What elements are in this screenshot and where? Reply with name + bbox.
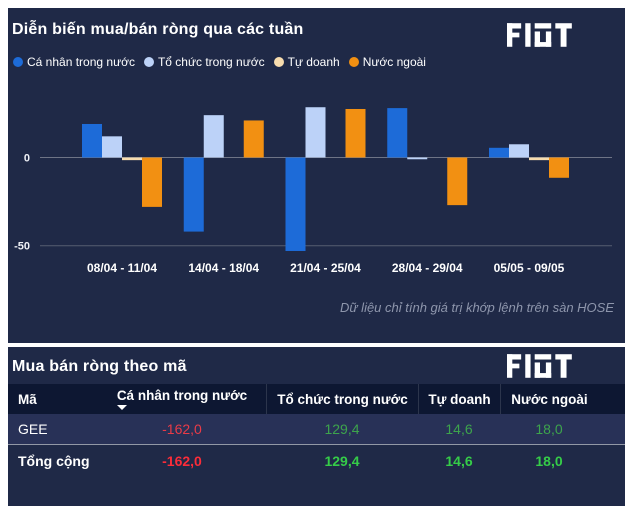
- fidt-logo: [507, 353, 573, 379]
- row-filler: [598, 414, 625, 444]
- chart-bar: [489, 147, 509, 158]
- sort-desc-icon: [116, 405, 127, 410]
- value-cell: 18,0: [535, 421, 563, 437]
- value-cell: 129,4: [324, 453, 360, 469]
- legend-item-3[interactable]: Nước ngoài: [348, 55, 426, 69]
- legend-label: Tự doanh: [287, 55, 340, 69]
- table-panel: Mua bán ròng theo mã Mã Cá nhân trong nướ…: [8, 347, 625, 506]
- legend-label: Tổ chức trong nước: [157, 55, 265, 69]
- fidt-logo-icon: [507, 23, 572, 47]
- chart-panel: Diễn biến mua/bán ròng qua các tuần Cá n…: [8, 8, 625, 343]
- total-label: Tổng cộng: [18, 453, 90, 469]
- chart-bar: [387, 108, 408, 158]
- chart-bar: [82, 123, 102, 158]
- value-cell: 18,0: [535, 453, 563, 469]
- chart-title: Diễn biến mua/bán ròng qua các tuần: [12, 21, 304, 38]
- y-axis-tick-label: 0: [24, 153, 30, 165]
- fidt-logo-icon: [507, 354, 572, 378]
- column-header-label: Cá nhân trong nước: [116, 388, 248, 403]
- chart-bar: [345, 108, 366, 158]
- column-header-1[interactable]: Cá nhân trong nước: [98, 384, 266, 414]
- table-body: GEE -162,0 129,4 14,6 18,0 Tổng cộng -162,0 129…: [8, 414, 625, 477]
- chart-bar: [142, 157, 162, 207]
- legend-item-2[interactable]: Tự doanh: [273, 55, 340, 69]
- x-axis-label: 28/04 - 29/04: [391, 261, 463, 275]
- table-row[interactable]: GEE -162,0 129,4 14,6 18,0: [8, 414, 625, 444]
- y-axis-tick-label: -50: [14, 241, 30, 253]
- total-row: Tổng cộng -162,0 129,4 14,6 18,0: [8, 444, 625, 477]
- chart-bar: [549, 157, 569, 178]
- value-cell: -162,0: [162, 453, 202, 469]
- x-axis-label: 08/04 - 11/04: [86, 261, 158, 275]
- row-filler: [598, 445, 625, 477]
- value-cell: 14,6: [445, 421, 473, 437]
- chart-bar: [529, 157, 549, 161]
- legend-dot-icon: [348, 57, 359, 67]
- column-header-0[interactable]: Mã: [18, 391, 37, 407]
- legend-item-1[interactable]: Tổ chức trong nước: [143, 55, 265, 69]
- chart-bar: [407, 157, 428, 160]
- ticker-cell: GEE: [18, 421, 48, 437]
- chart-bar: [509, 144, 529, 158]
- chart-bar: [102, 136, 122, 158]
- legend-dot-icon: [143, 57, 154, 67]
- chart-bar: [447, 157, 468, 206]
- value-cell: -162,0: [162, 421, 202, 437]
- x-axis-labels: 08/04 - 11/04 14/04 - 18/04 21/04 - 25/04 2…: [8, 261, 625, 277]
- column-header-4[interactable]: Nước ngoài: [500, 384, 598, 414]
- table-title: Mua bán ròng theo mã: [12, 358, 187, 375]
- legend-label: Nước ngoài: [362, 55, 426, 69]
- x-axis-label: 21/04 - 25/04: [290, 261, 361, 275]
- legend-dot-icon: [273, 57, 284, 67]
- chart-legend: Cá nhân trong nước Tổ chức trong nước Tự d…: [13, 55, 426, 69]
- column-header-2[interactable]: Tổ chức trong nước: [266, 384, 418, 414]
- value-cell: 14,6: [445, 453, 473, 469]
- fidt-logo: [507, 22, 573, 48]
- legend-dot-icon: [13, 57, 23, 67]
- column-header-3[interactable]: Tự doanh: [418, 384, 500, 414]
- chart-footnote: Dữ liệu chỉ tính giá trị khớp lệnh trên …: [339, 300, 614, 315]
- x-axis-label: 14/04 - 18/04: [188, 261, 260, 275]
- legend-item-0[interactable]: Cá nhân trong nước: [13, 55, 135, 69]
- column-header-filler: [598, 384, 625, 414]
- chart-bar: [183, 157, 204, 232]
- bar-chart: 0 -50: [14, 107, 612, 253]
- x-axis-label: 05/05 - 09/05: [493, 261, 565, 275]
- chart-bar: [203, 115, 224, 158]
- chart-bar: [305, 107, 326, 158]
- chart-bar: [122, 157, 142, 161]
- table-header-row: Mã Cá nhân trong nước Tổ chức trong nước Tự…: [8, 384, 625, 414]
- chart-bar: [285, 157, 306, 251]
- legend-label: Cá nhân trong nước: [27, 55, 135, 69]
- chart-bar: [243, 120, 264, 158]
- value-cell: 129,4: [324, 421, 360, 437]
- sorted-column-header: Cá nhân trong nước: [116, 388, 248, 410]
